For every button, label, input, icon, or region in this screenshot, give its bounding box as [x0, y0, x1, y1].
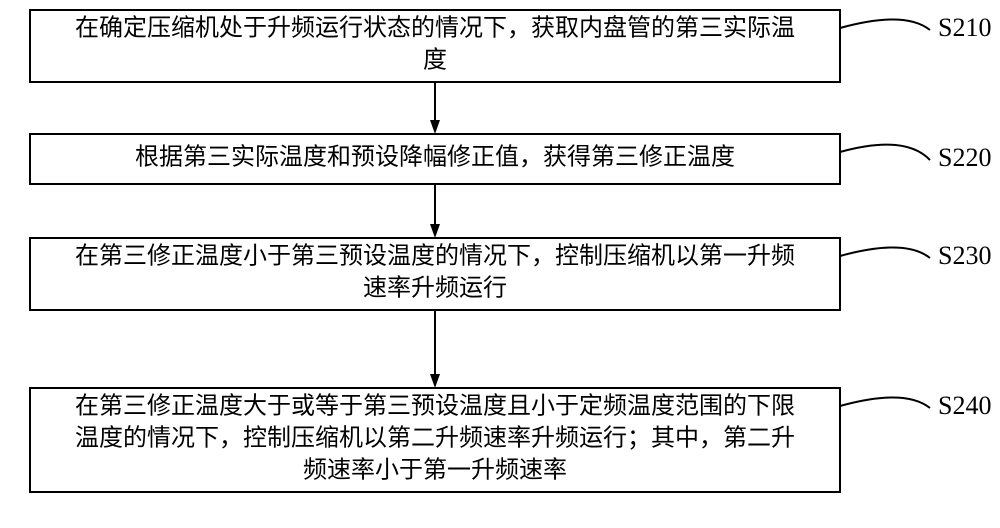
flow-step-text: 在第三修正温度小于第三预设温度的情况下，控制压缩机以第一升频	[75, 243, 795, 270]
flow-step-text: 在确定压缩机处于升频运行状态的情况下，获取内盘管的第三实际温	[75, 15, 795, 42]
step-label: S220	[938, 143, 991, 172]
flow-step-text: 在第三修正温度大于或等于第三预设温度且小于定频温度范围的下限	[75, 393, 795, 420]
flow-step-text: 频速率小于第一升频速率	[303, 457, 567, 484]
flow-step-text: 根据第三实际温度和预设降幅修正值，获得第三修正温度	[135, 144, 735, 171]
step-label: S240	[938, 391, 991, 420]
flow-step-text: 速率升频运行	[363, 275, 507, 302]
step-label: S210	[938, 13, 991, 42]
step-label: S230	[938, 241, 991, 270]
flow-step-text: 温度的情况下，控制压缩机以第二升频速率升频运行；其中，第二升	[75, 425, 795, 452]
flowchart: 在确定压缩机处于升频运行状态的情况下，获取内盘管的第三实际温度 S210 根据第三实…	[0, 0, 1000, 528]
flow-step-text: 度	[423, 47, 447, 74]
